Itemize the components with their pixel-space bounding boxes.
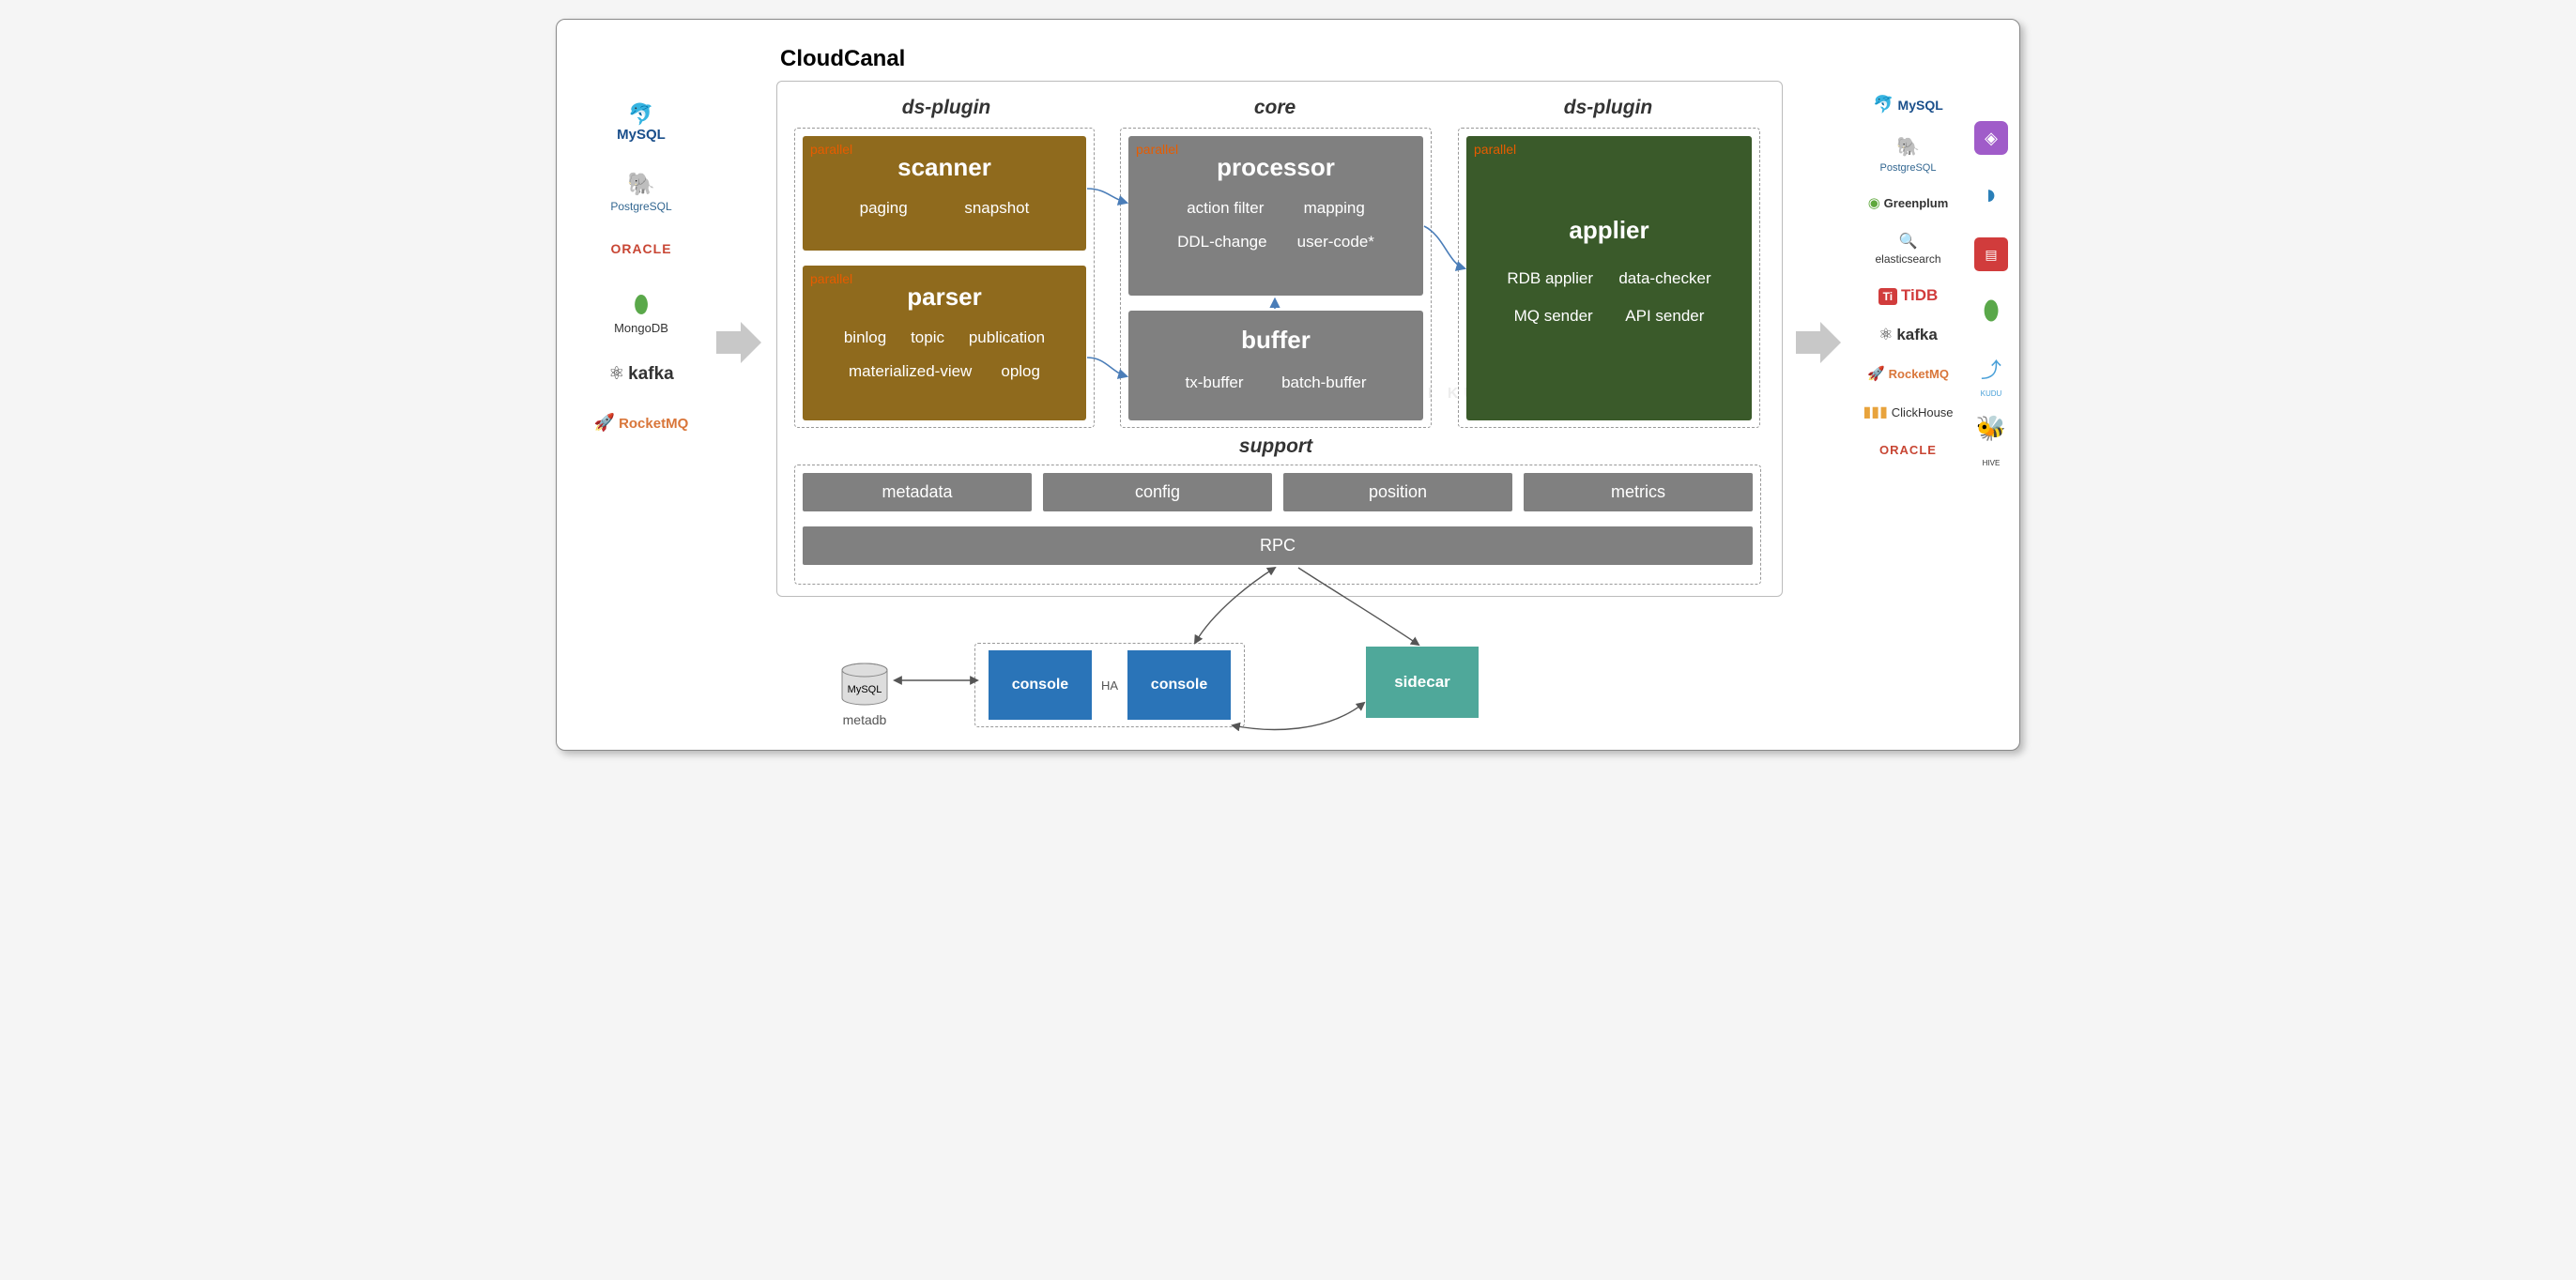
parallel-tag: parallel: [1136, 142, 1178, 157]
parser-title: parser: [803, 282, 1086, 312]
support-config: config: [1043, 473, 1272, 511]
buffer-item: batch-buffer: [1281, 373, 1366, 392]
applier-item: data-checker: [1618, 269, 1710, 288]
parser-block: parallel parser binlog topic publication…: [803, 266, 1086, 420]
applier-block: parallel applier RDB applier data-checke…: [1466, 136, 1752, 420]
rpc-box: RPC: [803, 526, 1753, 565]
support-metrics: metrics: [1524, 473, 1753, 511]
processor-item: DDL-change: [1177, 233, 1266, 251]
processor-item: user-code*: [1297, 233, 1374, 251]
source-oracle: ORACLE: [585, 241, 698, 256]
parallel-tag: parallel: [810, 142, 852, 157]
ha-label: HA: [1101, 678, 1118, 693]
parser-item: materialized-view: [849, 362, 972, 381]
buffer-block: buffer tx-buffer batch-buffer: [1128, 311, 1423, 420]
parser-item: binlog: [844, 328, 886, 347]
targets-column-2: ◈ ◗ ▤ ⬮ ⤴KUDU 🐝HIVE: [1974, 121, 2012, 448]
buffer-item: tx-buffer: [1186, 373, 1244, 392]
processor-item: mapping: [1304, 199, 1365, 218]
metadb-label: metadb: [838, 712, 891, 727]
target-clickhouse: ▮▮▮ ClickHouse: [1854, 403, 1962, 421]
processor-item: action filter: [1187, 199, 1264, 218]
applier-item: MQ sender: [1514, 307, 1593, 326]
scanner-block: parallel scanner paging snapshot: [803, 136, 1086, 251]
source-mongodb: ⬮MongoDB: [585, 290, 698, 335]
target-tidb: Ti TiDB: [1854, 286, 1962, 305]
applier-item: API sender: [1625, 307, 1704, 326]
scanner-item: paging: [860, 199, 908, 218]
parallel-tag: parallel: [1474, 142, 1516, 157]
parallel-tag: parallel: [810, 271, 852, 286]
sources-column: 🐬MySQL 🐘PostgreSQL ORACLE ⬮MongoDB ⚛ kaf…: [585, 102, 698, 433]
parser-item: publication: [969, 328, 1045, 347]
console-box-1: console: [989, 650, 1092, 720]
processor-block: parallel processor action filter mapping…: [1128, 136, 1423, 296]
console-group: console HA console: [974, 643, 1245, 727]
ds-plugin-left-title: ds-plugin: [801, 97, 1092, 119]
applier-item: RDB applier: [1507, 269, 1593, 288]
scanner-item: snapshot: [964, 199, 1029, 218]
source-kafka: ⚛ kafka: [585, 363, 698, 385]
flow-arrow-left: [716, 320, 763, 367]
support-title: support: [1120, 435, 1432, 458]
console-box-2: console: [1127, 650, 1231, 720]
support-metadata: metadata: [803, 473, 1032, 511]
diagram-canvas: CloudCanal 小牛知识库 XIAO NIU ZHI SHI KU ds-…: [556, 19, 2020, 751]
ds-plugin-right-title: ds-plugin: [1458, 97, 1758, 119]
scanner-title: scanner: [803, 153, 1086, 182]
source-rocketmq: 🚀 RocketMQ: [585, 413, 698, 433]
parser-item: oplog: [1001, 362, 1040, 381]
metadb-cylinder-label: MySQL: [838, 684, 891, 695]
metadb-group: MySQL metadb: [838, 663, 891, 727]
target-icon-1: ◈: [1974, 121, 2008, 155]
processor-title: processor: [1128, 153, 1423, 182]
flow-arrow-right: [1796, 320, 1843, 367]
target-kafka: ⚛ kafka: [1854, 326, 1962, 344]
target-icon-2: ◗: [1974, 179, 2008, 213]
targets-column-1: 🐬 MySQL 🐘PostgreSQL ◉ Greenplum 🔍elastic…: [1854, 95, 1962, 457]
buffer-title: buffer: [1128, 326, 1423, 355]
target-greenplum: ◉ Greenplum: [1854, 194, 1962, 211]
target-postgresql: 🐘PostgreSQL: [1854, 135, 1962, 174]
source-postgresql: 🐘PostgreSQL: [585, 171, 698, 213]
page-title: CloudCanal: [780, 46, 905, 72]
target-icon-4: ⬮: [1974, 296, 2008, 329]
target-elasticsearch: 🔍elasticsearch: [1854, 232, 1962, 266]
target-rocketmq: 🚀 RocketMQ: [1854, 365, 1962, 382]
source-mysql: 🐬MySQL: [585, 102, 698, 143]
target-mysql: 🐬 MySQL: [1854, 95, 1962, 114]
target-icon-3: ▤: [1974, 237, 2008, 271]
support-row: metadata config position metrics: [803, 473, 1753, 511]
core-title: core: [1125, 97, 1425, 119]
applier-title: applier: [1466, 216, 1752, 245]
target-icon-kudu: ⤴KUDU: [1974, 354, 2008, 395]
parser-item: topic: [911, 328, 944, 347]
support-position: position: [1283, 473, 1512, 511]
target-icon-hive: 🐝HIVE: [1974, 414, 2008, 448]
target-oracle: ORACLE: [1854, 442, 1962, 457]
sidecar-box: sidecar: [1366, 647, 1479, 718]
